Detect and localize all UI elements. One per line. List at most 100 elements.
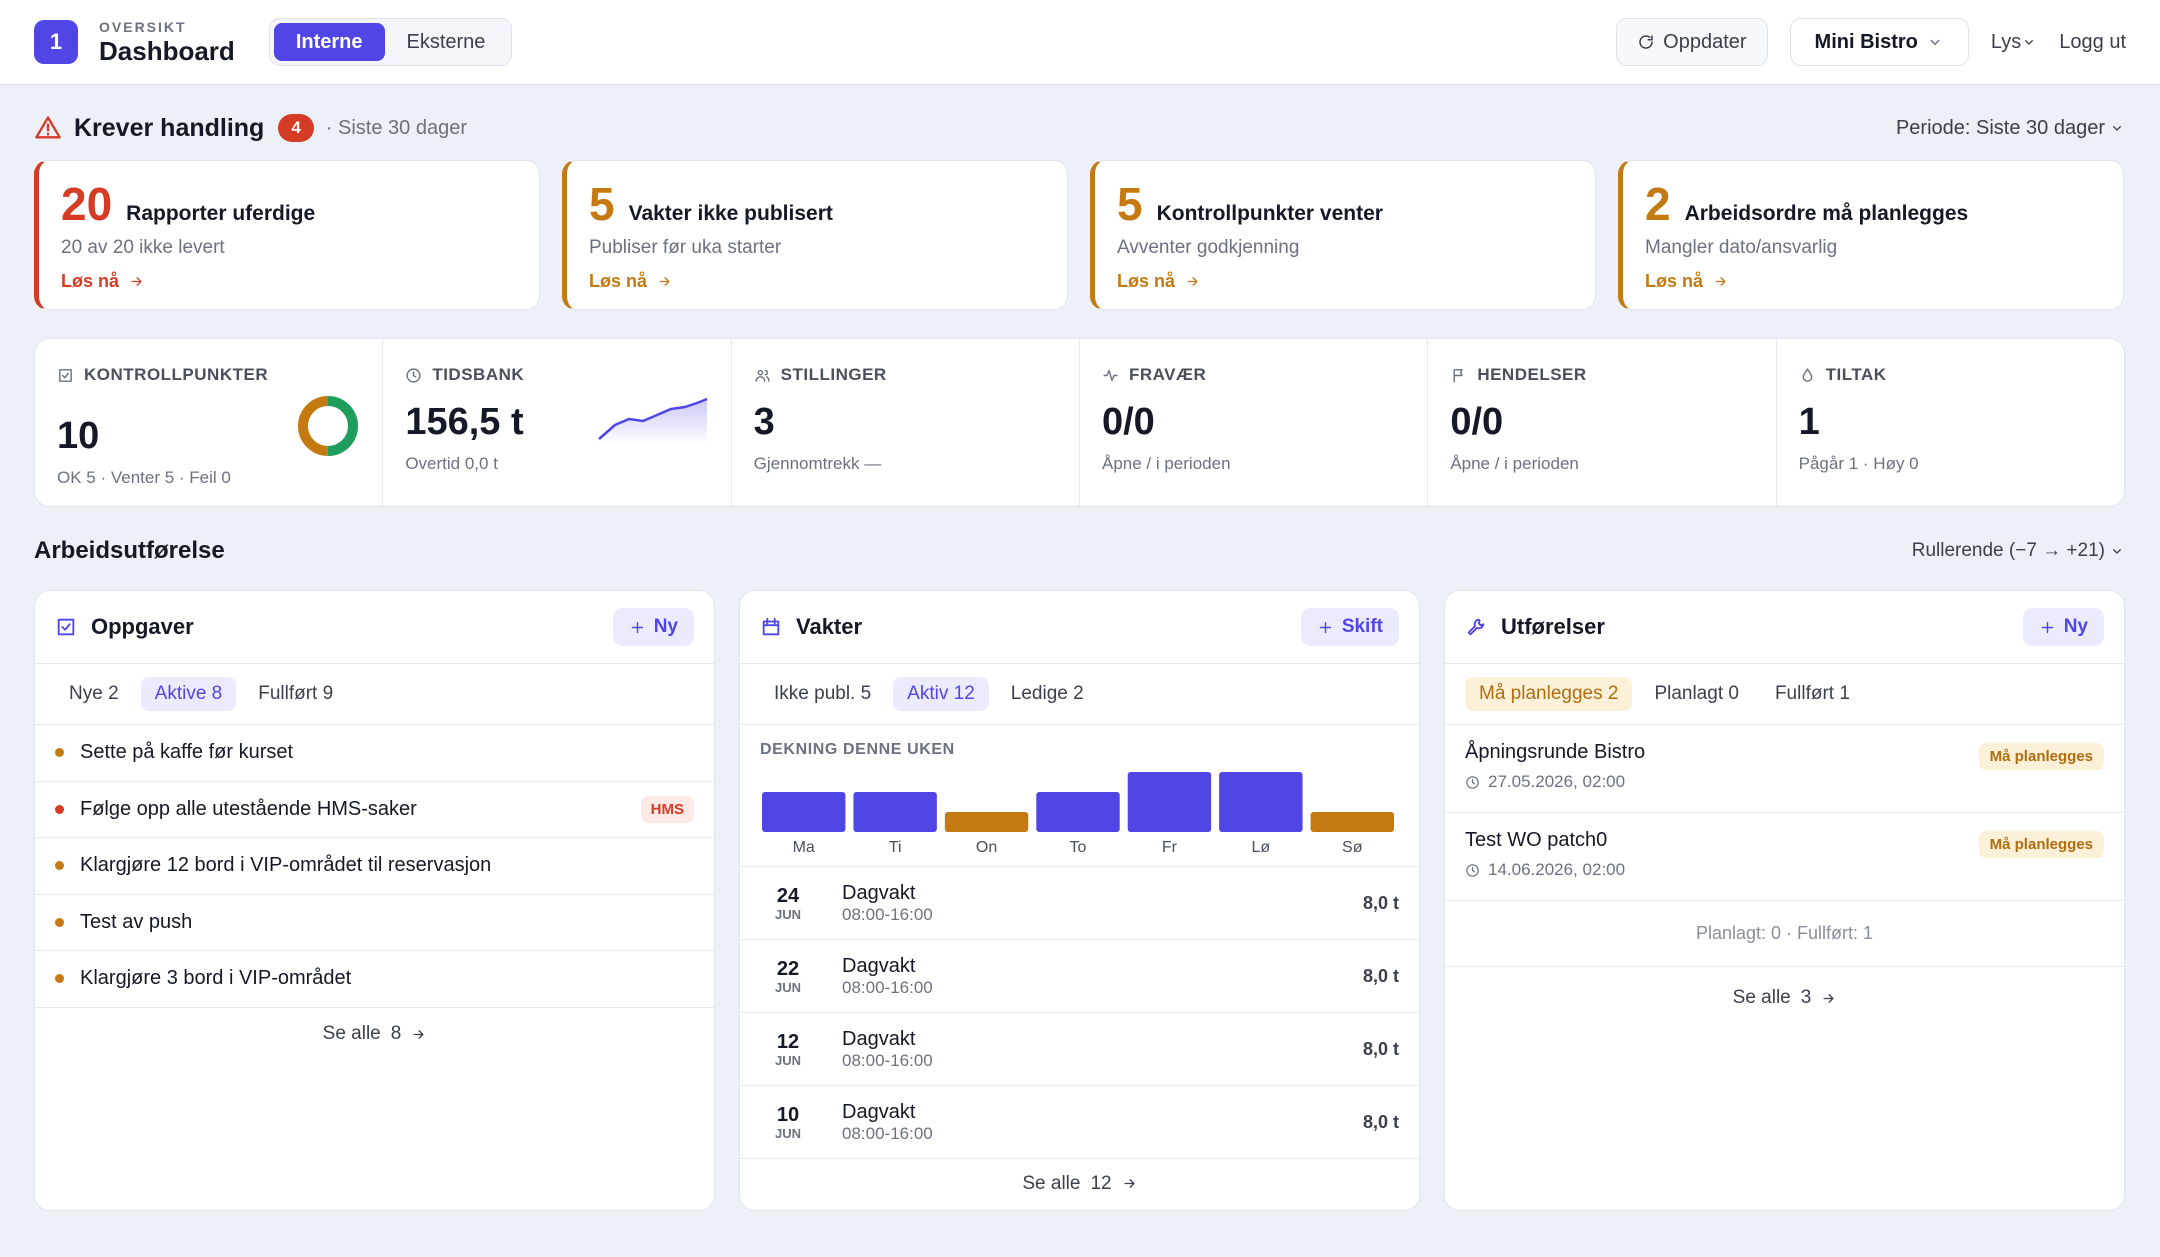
icon-path <box>35 116 61 139</box>
see-all[interactable]: Se alle 12 <box>740 1159 1419 1208</box>
view-tab[interactable]: Eksterne <box>406 31 486 53</box>
see-all-count: 8 <box>390 1023 402 1044</box>
execution-date-text: 27.05.2026, 02:00 <box>1488 772 1626 791</box>
icon <box>2113 549 2121 554</box>
shift-text: Dagvakt 08:00-16:00 <box>842 1101 933 1144</box>
action-card: 5 Vakter ikke publisert Publiser før uka s… <box>562 160 1068 310</box>
tasks-panel: Oppgaver Ny Nye 2 Aktive 8 Fullført 9 Sette p… <box>34 590 715 1211</box>
shift-title: Dagvakt <box>842 881 916 904</box>
kpi-note: Åpne / i perioden <box>1450 454 1579 473</box>
location-select[interactable]: Mini Bistro <box>1789 18 1969 66</box>
shift-hours: 8,0 t <box>1362 1111 1399 1132</box>
card-link-label: Løs nå <box>589 271 648 291</box>
kpi-label: FRAVÆR <box>1128 365 1207 384</box>
theme-select[interactable]: Lys <box>1991 31 2037 54</box>
execution-item[interactable]: Åpningsrunde Bistro 27.05.2026, 02:00 Må p… <box>1445 725 2124 813</box>
kpi-strip: KONTROLLPUNKTER 10 OK 5 · Venter 5 · Feil … <box>34 338 2125 507</box>
view-tab[interactable]: Interne <box>273 23 385 61</box>
logout[interactable]: Logg ut <box>2059 30 2126 53</box>
execution-title: Test WO patch0 <box>1465 829 1608 851</box>
panel-tab[interactable]: Aktive 8 <box>140 677 237 711</box>
panel-tabs: Nye 2 Aktive 8 Fullført 9 <box>35 664 714 725</box>
panel-button[interactable]: Skift <box>1300 608 1399 646</box>
icon-path <box>2113 126 2121 131</box>
card-title: Rapporter uferdige <box>126 202 316 225</box>
panel-button[interactable]: Ny <box>612 608 694 646</box>
status-dot <box>55 917 64 927</box>
icon <box>1823 993 1834 1003</box>
panel-title: Oppgaver <box>91 614 194 639</box>
card-link[interactable]: Løs nå <box>589 271 1045 292</box>
card-subtitle: Publiser før uka starter <box>589 237 782 258</box>
kpi-label: STILLINGER <box>780 365 887 384</box>
donut-segment <box>298 396 359 456</box>
refresh-button[interactable]: Oppdater <box>1616 18 1768 66</box>
panel-button-label: Ny <box>653 616 678 637</box>
task-item[interactable]: Klargjøre 3 bord i VIP-området <box>35 951 714 1008</box>
card-link[interactable]: Løs nå <box>1645 271 2101 292</box>
icon <box>1466 863 1479 877</box>
see-all[interactable]: Se alle 3 <box>1445 967 2124 1029</box>
shift-item[interactable]: 12 JUN Dagvakt 08:00-16:00 8,0 t <box>740 1013 1419 1086</box>
shift-date: 12 JUN <box>760 1032 816 1067</box>
panel-tab[interactable]: Nye 2 <box>69 683 119 704</box>
icon-path <box>1802 367 1813 382</box>
period-select[interactable]: Periode: Siste 30 dager <box>1896 117 2125 140</box>
kpi-value: 156,5 t <box>405 401 524 443</box>
shift-date: 10 JUN <box>760 1105 816 1140</box>
see-all-label: Se alle <box>1732 987 1791 1008</box>
card-link[interactable]: Løs nå <box>1117 271 1573 292</box>
shift-item[interactable]: 24 JUN Dagvakt 08:00-16:00 8,0 t <box>740 867 1419 940</box>
card-link[interactable]: Løs nå <box>61 271 517 292</box>
task-item[interactable]: Sette på kaffe før kurset <box>35 725 714 782</box>
panel-tab[interactable]: Må planlegges 2 <box>1465 677 1633 711</box>
sparkline-line <box>597 397 708 440</box>
shift-title: Dagvakt <box>842 954 916 977</box>
kpi: STILLINGER 3 Gjennomtrekk — <box>730 339 1079 506</box>
panel-tab[interactable]: Aktiv 12 <box>893 677 989 711</box>
kpi-header: FRAVÆR <box>1102 365 1405 385</box>
page-title: Dashboard <box>99 36 235 66</box>
icon <box>131 277 142 286</box>
icon-path <box>57 618 75 636</box>
app: 1 OVERSIKT Dashboard Interne Eksterne Oppdate… <box>0 0 2160 1211</box>
theme-label: Lys <box>1990 30 2022 53</box>
kpi-header: KONTROLLPUNKTER <box>57 365 360 385</box>
icon <box>2025 40 2034 45</box>
icon-path <box>1103 369 1118 381</box>
panel-tab[interactable]: Planlagt 0 <box>1654 683 1739 704</box>
kpi-value: 10 <box>57 415 100 457</box>
icon <box>57 618 75 636</box>
range-select[interactable]: Rullerende (−7 → +21) <box>1912 540 2125 562</box>
panel-header: Vakter Skift <box>740 591 1419 664</box>
card-link-label: Løs nå <box>61 271 120 291</box>
task-item[interactable]: Følge opp alle utestående HMS-saker HMS <box>35 782 714 838</box>
panel-tabs: Ikke publ. 5 Aktiv 12 Ledige 2 <box>740 664 1419 725</box>
panel-tab[interactable]: Fullført 9 <box>258 683 334 704</box>
panel-button[interactable]: Ny <box>2022 608 2104 646</box>
icon <box>1467 618 1485 636</box>
actions-title: Krever handling <box>74 113 265 142</box>
icon-path <box>1453 368 1464 383</box>
execution-item[interactable]: Test WO patch0 14.06.2026, 02:00 Må planle… <box>1445 813 2124 901</box>
panel-tab[interactable]: Ledige 2 <box>1010 683 1084 704</box>
task-item[interactable]: Test av push <box>35 895 714 951</box>
actions-header: Krever handling 4 · Siste 30 dager Periode:… <box>34 109 2125 147</box>
coverage-label: DEKNING DENNE UKEN <box>760 741 955 758</box>
coverage-bar <box>853 792 937 832</box>
icon <box>2041 621 2053 633</box>
icon <box>1639 35 1653 49</box>
shift-item[interactable]: 10 JUN Dagvakt 08:00-16:00 8,0 t <box>740 1086 1419 1159</box>
panel-tab[interactable]: Ikke publ. 5 <box>774 683 872 704</box>
icon-path <box>1466 775 1479 789</box>
task-title: Klargjøre 3 bord i VIP-området <box>80 967 352 990</box>
see-all[interactable]: Se alle 8 <box>35 1008 714 1061</box>
icon-path <box>1639 35 1653 49</box>
card-top: 5 Vakter ikke publisert <box>589 177 1045 231</box>
shift-item[interactable]: 22 JUN Dagvakt 08:00-16:00 8,0 t <box>740 940 1419 1013</box>
task-title: Klargjøre 12 bord i VIP-området til rese… <box>80 854 492 877</box>
task-item[interactable]: Klargjøre 12 bord i VIP-området til rese… <box>35 838 714 895</box>
panel-tab[interactable]: Fullført 1 <box>1774 683 1850 704</box>
icon-path <box>1319 621 1331 633</box>
